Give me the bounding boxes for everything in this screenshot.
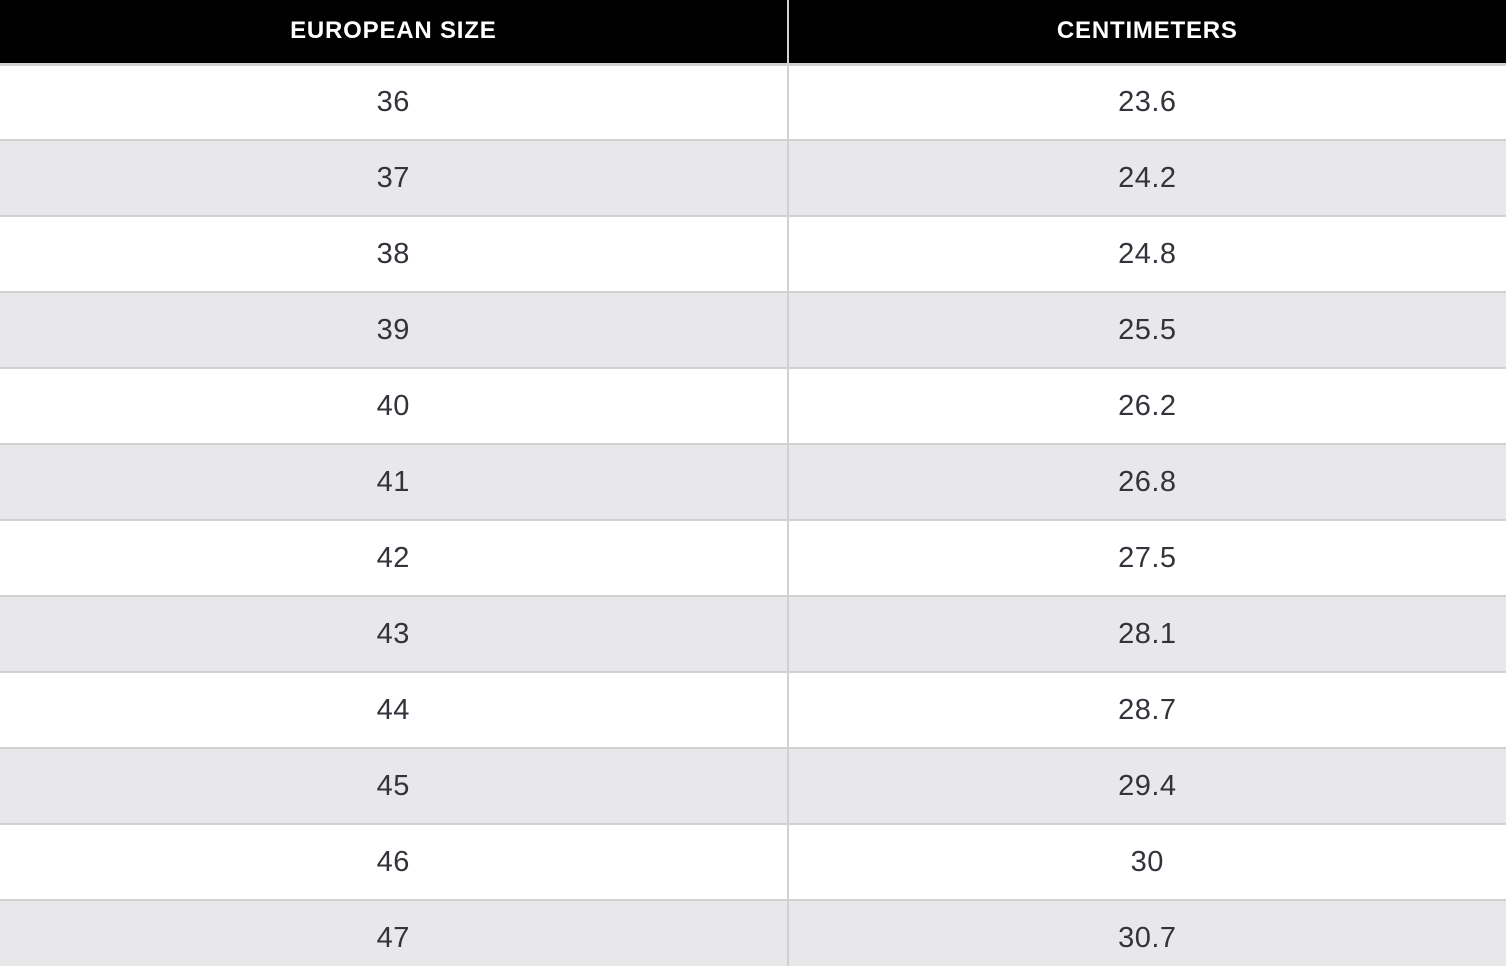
- table-row: 45 29.4: [0, 747, 1506, 824]
- header-row: EUROPEAN SIZE CENTIMETERS: [0, 0, 1506, 66]
- table-row: 36 23.6: [0, 64, 1506, 140]
- european-size-cell: 42: [0, 519, 789, 596]
- european-size-cell: 37: [0, 139, 789, 216]
- table-row: 38 24.8: [0, 215, 1506, 292]
- european-size-cell: 36: [0, 64, 789, 140]
- centimeters-cell: 24.8: [787, 215, 1506, 292]
- table-row: 40 26.2: [0, 367, 1506, 444]
- european-size-cell: 44: [0, 671, 789, 748]
- european-size-cell: 39: [0, 291, 789, 368]
- european-size-cell: 46: [0, 823, 789, 900]
- centimeters-cell: 30: [787, 823, 1506, 900]
- european-size-cell: 40: [0, 367, 789, 444]
- european-size-cell: 47: [0, 899, 789, 966]
- table-row: 46 30: [0, 823, 1506, 900]
- column-header-centimeters: CENTIMETERS: [787, 0, 1506, 66]
- centimeters-cell: 26.2: [787, 367, 1506, 444]
- table-row: 39 25.5: [0, 291, 1506, 368]
- table-row: 43 28.1: [0, 595, 1506, 672]
- european-size-cell: 38: [0, 215, 789, 292]
- table-row: 41 26.8: [0, 443, 1506, 520]
- centimeters-cell: 28.1: [787, 595, 1506, 672]
- centimeters-cell: 26.8: [787, 443, 1506, 520]
- european-size-cell: 43: [0, 595, 789, 672]
- table-row: 44 28.7: [0, 671, 1506, 748]
- table-row: 42 27.5: [0, 519, 1506, 596]
- centimeters-cell: 24.2: [787, 139, 1506, 216]
- table-header: EUROPEAN SIZE CENTIMETERS: [0, 0, 1506, 66]
- centimeters-cell: 29.4: [787, 747, 1506, 824]
- european-size-cell: 41: [0, 443, 789, 520]
- table-body: 36 23.6 37 24.2 38 24.8 39 25.5 40 26.2 …: [0, 64, 1506, 966]
- centimeters-cell: 23.6: [1118, 85, 1177, 118]
- centimeters-cell: 30.7: [787, 899, 1506, 966]
- table-row: 37 24.2: [0, 139, 1506, 216]
- centimeters-cell: 25.5: [787, 291, 1506, 368]
- european-size-cell: 45: [0, 747, 789, 824]
- table-row: 47 30.7: [0, 899, 1506, 966]
- centimeters-cell: 28.7: [787, 671, 1506, 748]
- column-header-european-size: EUROPEAN SIZE: [0, 0, 789, 66]
- centimeters-cell: 27.5: [787, 519, 1506, 596]
